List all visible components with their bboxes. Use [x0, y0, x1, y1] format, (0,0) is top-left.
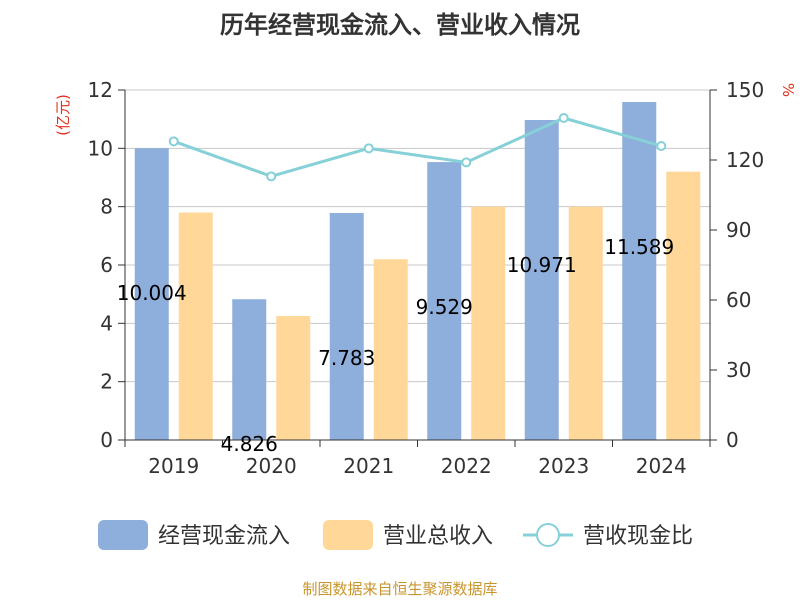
x-axis-tick-label: 2022	[441, 454, 492, 478]
left-axis-tick-label: 2	[100, 370, 113, 394]
legend-label: 营收现金比	[583, 524, 693, 549]
bar-data-label: 10.004	[117, 281, 187, 305]
bar-cash-inflow	[329, 212, 364, 440]
left-axis-tick-label: 8	[100, 195, 113, 219]
bar-data-label: 10.971	[507, 253, 577, 277]
line-layer	[168, 113, 667, 182]
right-axis-tick-label: 0	[726, 428, 739, 452]
bar-layer	[134, 101, 701, 441]
legend-label: 营业总收入	[383, 524, 493, 549]
ratio-point	[266, 171, 277, 182]
grid-layer	[125, 89, 710, 383]
label-layer: 10.004 4.826 7.783 9.529 10.971 11.589	[117, 235, 674, 456]
ratio-point	[168, 136, 179, 147]
bar-revenue	[568, 206, 603, 440]
bar-data-label: 7.783	[318, 346, 375, 370]
x-axis-tick-label: 2024	[636, 454, 687, 478]
left-axis-tick-label: 4	[100, 311, 113, 335]
x-axis-tick-label: 2021	[343, 454, 394, 478]
bar-cash-inflow	[622, 101, 657, 441]
x-axis-tick-label: 2019	[148, 454, 199, 478]
bar-revenue	[276, 316, 311, 440]
ratio-point	[461, 157, 472, 168]
legend-swatch	[323, 520, 373, 550]
bar-cash-inflow	[427, 162, 462, 440]
bar-revenue	[666, 171, 701, 440]
legend-label: 经营现金流入	[158, 524, 290, 549]
bar-data-label: 9.529	[416, 295, 473, 319]
right-axis-tick-label: 30	[726, 358, 751, 382]
bar-revenue	[373, 259, 408, 440]
right-axis-unit: %	[779, 83, 797, 97]
bar-data-label: 4.826	[221, 432, 278, 456]
chart-title: 历年经营现金流入、营业收入情况	[220, 11, 580, 39]
legend-swatch	[98, 520, 148, 550]
bar-cash-inflow	[232, 299, 267, 440]
ratio-point	[363, 143, 374, 154]
left-axis-tick-label: 12	[88, 78, 113, 102]
bar-revenue	[471, 206, 506, 440]
bar-data-label: 11.589	[604, 235, 674, 259]
legend-marker	[536, 523, 560, 547]
ratio-point	[558, 113, 569, 123]
x-axis-tick-label: 2023	[538, 454, 589, 478]
right-axis-tick-label: 60	[726, 288, 751, 312]
right-axis-tick-label: 150	[726, 78, 764, 102]
ratio-line	[173, 116, 662, 178]
legend: 经营现金流入 营业总收入 营收现金比	[98, 520, 693, 550]
bar-cash-inflow	[134, 148, 169, 440]
right-axis-tick-label: 90	[726, 218, 751, 242]
bar-cash-inflow	[524, 120, 559, 440]
ratio-point	[656, 141, 667, 151]
left-axis-tick-label: 6	[100, 253, 113, 277]
left-axis-tick-label: 10	[88, 136, 113, 160]
source-note: 制图数据来自恒生聚源数据库	[302, 580, 497, 598]
x-axis-tick-label: 2020	[246, 454, 297, 478]
left-axis-unit: (亿元)	[54, 94, 72, 136]
left-axis-tick-label: 0	[100, 428, 113, 452]
bar-revenue	[178, 212, 213, 440]
right-axis-tick-label: 120	[726, 148, 764, 172]
